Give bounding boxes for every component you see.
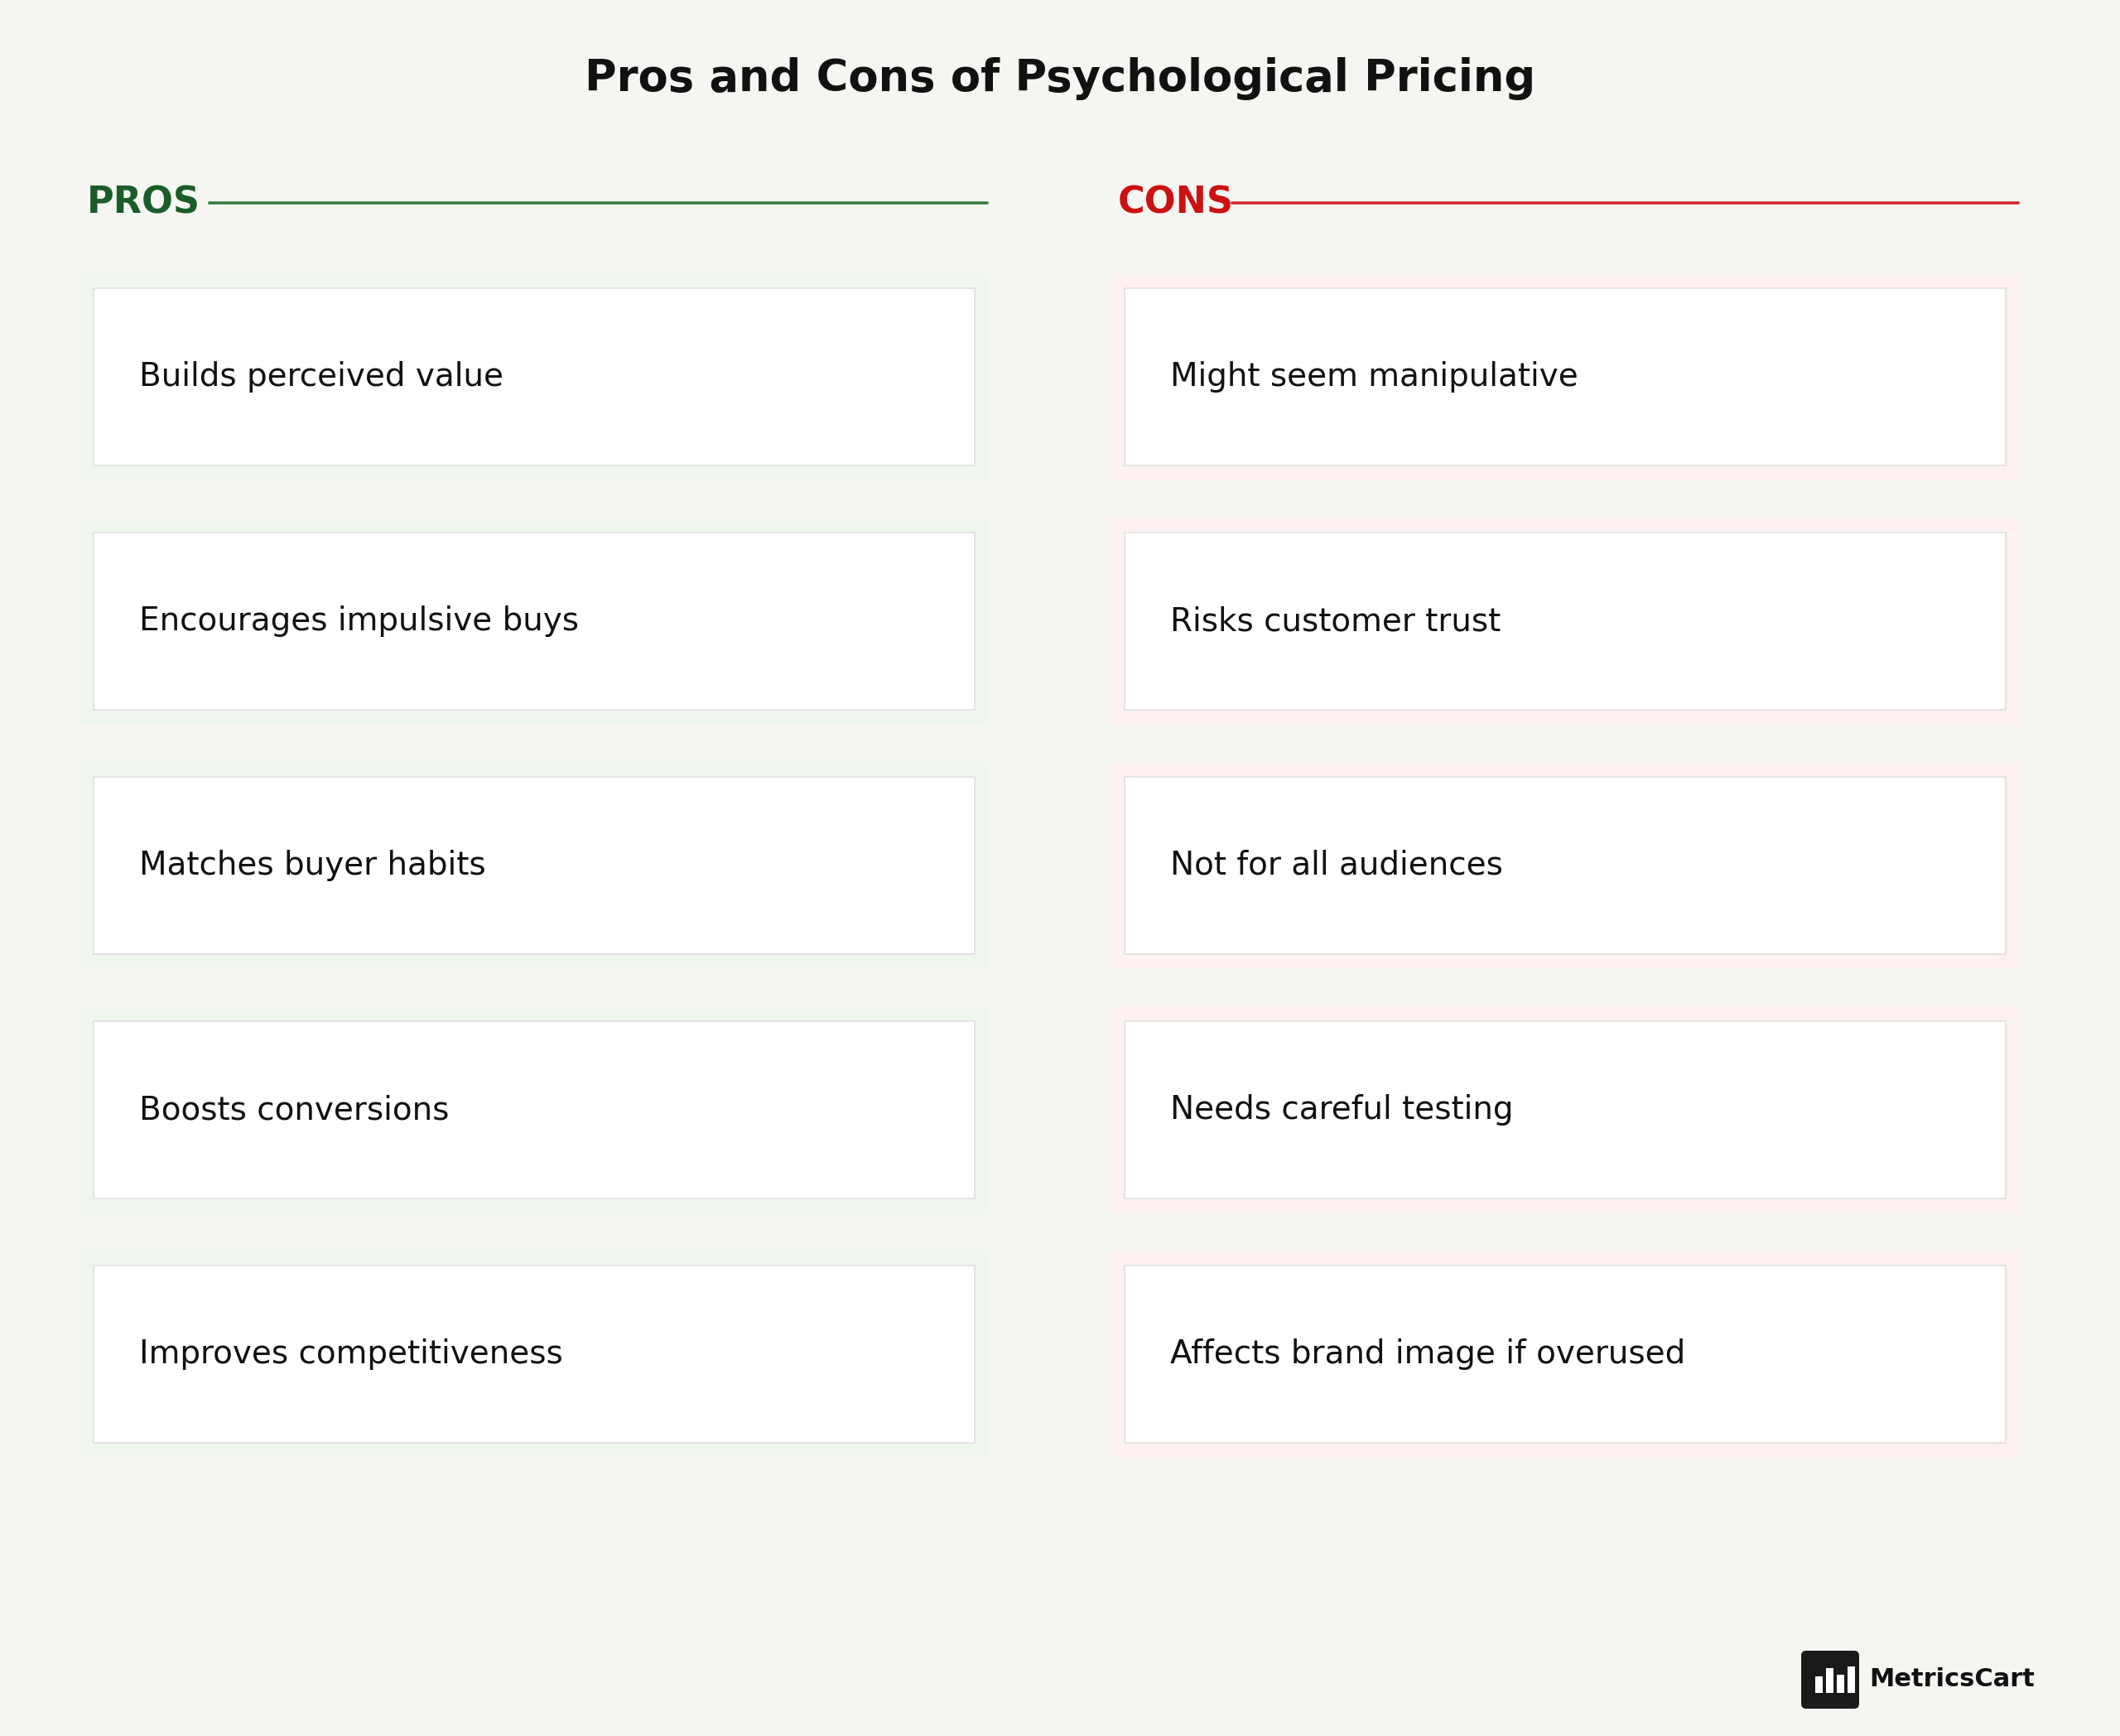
FancyBboxPatch shape [1124,288,2006,465]
Text: Matches buyer habits: Matches buyer habits [140,851,485,882]
Text: Might seem manipulative: Might seem manipulative [1170,361,1577,392]
FancyBboxPatch shape [78,1250,990,1458]
FancyBboxPatch shape [78,1007,990,1213]
Text: Builds perceived value: Builds perceived value [140,361,505,392]
FancyBboxPatch shape [1802,1651,1859,1708]
FancyBboxPatch shape [1124,1266,2006,1443]
FancyBboxPatch shape [1836,1675,1844,1693]
FancyBboxPatch shape [1109,1007,2020,1213]
FancyBboxPatch shape [93,778,975,955]
Text: Risks customer trust: Risks customer trust [1170,606,1501,637]
FancyBboxPatch shape [1109,517,2020,724]
FancyBboxPatch shape [78,517,990,724]
Text: Improves competitiveness: Improves competitiveness [140,1338,564,1370]
FancyBboxPatch shape [1124,533,2006,710]
FancyBboxPatch shape [93,1021,975,1198]
FancyBboxPatch shape [1815,1677,1823,1693]
Text: Encourages impulsive buys: Encourages impulsive buys [140,606,579,637]
Text: CONS: CONS [1117,186,1234,220]
Text: Needs careful testing: Needs careful testing [1170,1094,1514,1125]
FancyBboxPatch shape [1847,1667,1855,1693]
Text: Not for all audiences: Not for all audiences [1170,851,1503,882]
FancyBboxPatch shape [1124,778,2006,955]
Text: Boosts conversions: Boosts conversions [140,1094,449,1125]
FancyBboxPatch shape [1109,273,2020,481]
FancyBboxPatch shape [1109,762,2020,969]
Text: Pros and Cons of Psychological Pricing: Pros and Cons of Psychological Pricing [585,57,1535,101]
FancyBboxPatch shape [1109,1250,2020,1458]
FancyBboxPatch shape [78,762,990,969]
FancyBboxPatch shape [78,273,990,481]
FancyBboxPatch shape [93,288,975,465]
FancyBboxPatch shape [93,533,975,710]
FancyBboxPatch shape [1124,1021,2006,1198]
FancyBboxPatch shape [1825,1668,1834,1693]
Text: MetricsCart: MetricsCart [1870,1668,2035,1691]
Text: Affects brand image if overused: Affects brand image if overused [1170,1338,1685,1370]
Text: PROS: PROS [87,186,201,220]
FancyBboxPatch shape [93,1266,975,1443]
